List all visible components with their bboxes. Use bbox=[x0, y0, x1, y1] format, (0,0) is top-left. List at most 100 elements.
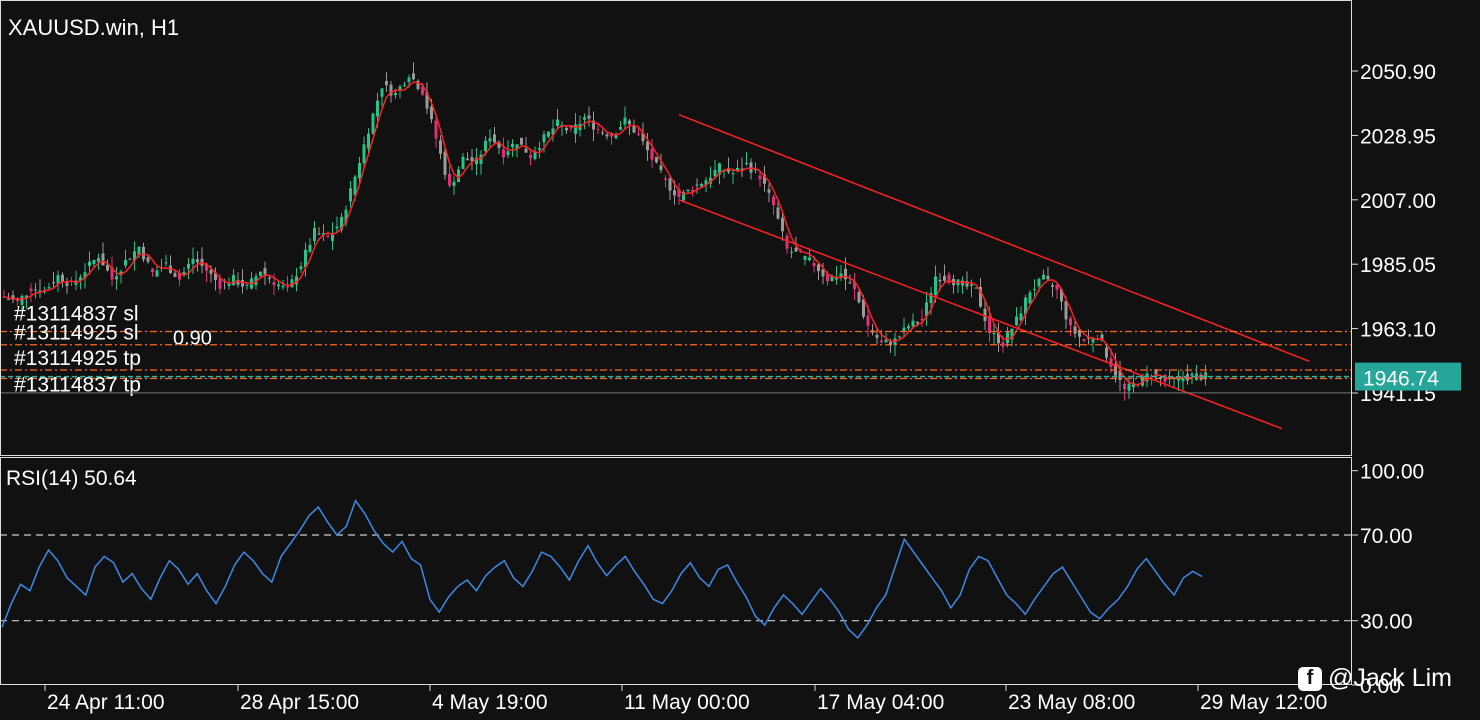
candle-body bbox=[52, 282, 55, 284]
candle-body bbox=[515, 144, 519, 149]
time-axis-label: 4 May 19:00 bbox=[432, 691, 548, 714]
candle-body bbox=[1042, 274, 1045, 280]
candle-body bbox=[628, 120, 631, 125]
candle-body bbox=[164, 262, 168, 264]
candle-body bbox=[979, 286, 982, 307]
candle-body bbox=[61, 274, 64, 283]
candle-body bbox=[232, 274, 235, 286]
candle-body bbox=[965, 281, 969, 287]
candle-body bbox=[718, 163, 721, 175]
candle-body bbox=[448, 173, 451, 186]
candle-body bbox=[142, 246, 145, 260]
candle-body bbox=[1046, 275, 1050, 280]
candle-body bbox=[511, 143, 514, 147]
candle-body bbox=[556, 119, 559, 127]
candle-body bbox=[632, 125, 636, 133]
time-axis-label: 23 May 08:00 bbox=[1008, 691, 1135, 714]
candle-body bbox=[340, 216, 343, 230]
candle-body bbox=[1159, 376, 1162, 379]
candle-body bbox=[745, 163, 748, 165]
candle-body bbox=[992, 333, 996, 335]
candle-body bbox=[961, 280, 964, 286]
candle-body bbox=[551, 128, 555, 135]
candle-body bbox=[313, 228, 316, 241]
rsi-line bbox=[1, 499, 1203, 640]
candle-body bbox=[533, 152, 537, 160]
candle-body bbox=[565, 127, 568, 131]
candle-body bbox=[281, 285, 285, 288]
candle-body bbox=[614, 134, 618, 139]
chart-title: XAUUSD.win, H1 bbox=[8, 15, 179, 40]
candle-body bbox=[866, 315, 870, 326]
rsi-axis-label: 30.00 bbox=[1360, 611, 1413, 634]
candle-body bbox=[421, 86, 424, 95]
candle-body bbox=[1006, 332, 1009, 344]
axes: 2050.902028.952007.001985.051963.101941.… bbox=[0, 0, 1461, 714]
candle-body bbox=[434, 120, 438, 139]
candle-body bbox=[362, 144, 366, 164]
candle-body bbox=[1073, 326, 1077, 334]
candle-body bbox=[1105, 347, 1108, 358]
candle-body bbox=[317, 233, 321, 235]
candle-body bbox=[758, 175, 762, 180]
main-price-pane[interactable]: #13114837 sl#13114925 sl#13114925 tp #131… bbox=[0, 62, 1352, 430]
channel-upper-line bbox=[678, 114, 1310, 362]
candle-body bbox=[205, 263, 208, 271]
candle-body bbox=[1028, 292, 1032, 304]
candle-body bbox=[214, 272, 217, 280]
candle-body bbox=[538, 148, 541, 150]
candle-body bbox=[853, 281, 856, 290]
candle-body bbox=[934, 276, 937, 296]
candle-body bbox=[101, 253, 105, 266]
rsi-title: RSI(14) 50.64 bbox=[6, 467, 137, 490]
candle-body bbox=[425, 92, 429, 109]
candle-body bbox=[493, 134, 496, 143]
candle-body bbox=[637, 133, 640, 135]
candle-body bbox=[520, 137, 523, 145]
candle-body bbox=[1069, 318, 1072, 326]
candle-body bbox=[592, 120, 595, 130]
candle-body bbox=[664, 178, 667, 180]
candle-body bbox=[124, 260, 127, 266]
channel-lower-line bbox=[678, 199, 1283, 430]
candle-body bbox=[326, 235, 330, 237]
candle-body bbox=[808, 257, 811, 261]
candle-body bbox=[196, 259, 199, 263]
candle-body bbox=[1109, 358, 1113, 367]
candle-body bbox=[34, 289, 37, 291]
candle-body bbox=[398, 86, 402, 91]
candle-body bbox=[925, 302, 928, 317]
candle-body bbox=[1019, 313, 1023, 321]
candle-body bbox=[488, 138, 492, 142]
candle-body bbox=[668, 178, 672, 191]
candle-body bbox=[601, 132, 604, 134]
candle-body bbox=[970, 284, 973, 287]
candle-body bbox=[416, 80, 420, 90]
candle-body bbox=[524, 148, 528, 153]
candle-body bbox=[173, 273, 177, 277]
candle-body bbox=[673, 190, 676, 196]
candle-body bbox=[623, 117, 627, 125]
candle-body bbox=[191, 258, 195, 264]
candle-body bbox=[466, 158, 469, 161]
candle-body bbox=[394, 93, 397, 96]
candle-body bbox=[79, 277, 82, 281]
candle-body bbox=[380, 88, 384, 97]
candle-body bbox=[29, 288, 33, 292]
candle-body bbox=[218, 278, 222, 289]
candle-body bbox=[929, 293, 933, 304]
candle-body bbox=[790, 251, 793, 253]
candle-body bbox=[151, 268, 154, 273]
candle-body bbox=[1091, 338, 1095, 343]
candle-body bbox=[880, 340, 883, 343]
candle-body bbox=[659, 165, 663, 171]
rsi-pane[interactable] bbox=[0, 499, 1352, 640]
order-level-label: #13114837 tp bbox=[14, 373, 141, 396]
candle-body bbox=[169, 265, 172, 273]
candle-body bbox=[497, 141, 501, 149]
candle-body bbox=[997, 331, 1000, 344]
candle-body bbox=[1015, 316, 1018, 326]
candle-body bbox=[1001, 342, 1005, 347]
candle-body bbox=[1181, 378, 1185, 381]
